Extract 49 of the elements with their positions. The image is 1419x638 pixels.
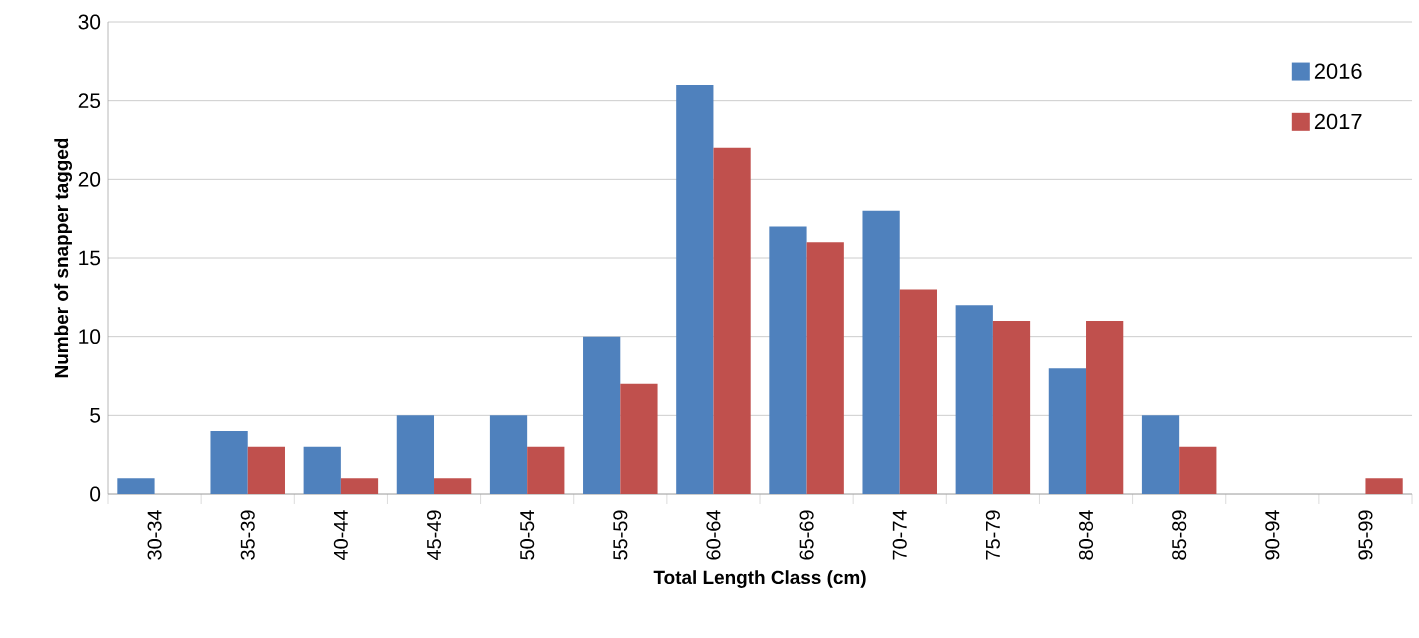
bar <box>396 415 435 494</box>
bar <box>210 431 248 494</box>
x-tick-label: 55-59 <box>613 510 628 560</box>
bar <box>1365 478 1403 494</box>
x-axis-title: Total Length Class (cm) <box>653 570 866 588</box>
legend-label: 2017 <box>1314 113 1362 130</box>
legend-label: 2016 <box>1314 63 1362 79</box>
x-tick-label: 50-54 <box>520 510 535 560</box>
x-tick-label: 45-49 <box>426 510 442 561</box>
bar <box>806 242 844 494</box>
y-tick-label: 25 <box>78 93 101 109</box>
y-tick-label: 20 <box>78 171 101 187</box>
bar <box>527 446 565 494</box>
y-tick-label: 0 <box>90 486 101 502</box>
bar <box>1179 446 1217 494</box>
x-tick-label: 30-34 <box>147 510 162 560</box>
x-tick-label: 35-39 <box>240 510 255 560</box>
bar <box>769 226 807 494</box>
bar <box>1086 320 1124 494</box>
x-tick-label: 85-89 <box>1172 510 1187 560</box>
bar <box>117 478 155 494</box>
bar <box>489 415 528 494</box>
bar <box>676 84 714 494</box>
x-tick-label: 80-84 <box>1078 510 1094 560</box>
x-tick-label: 75-79 <box>985 510 1000 560</box>
bar <box>992 320 1031 494</box>
bar <box>862 210 900 494</box>
bar <box>713 147 751 494</box>
y-tick-label: 5 <box>90 408 101 423</box>
bar <box>340 478 379 494</box>
bar <box>899 289 937 494</box>
bar <box>247 446 285 494</box>
bar <box>1048 368 1087 494</box>
bar <box>1141 415 1180 494</box>
bar <box>583 336 621 494</box>
bar <box>434 478 472 494</box>
x-tick-label: 70-74 <box>892 510 907 560</box>
bar <box>955 305 993 494</box>
y-tick-label: 30 <box>78 14 101 30</box>
y-tick-label: 15 <box>79 250 101 266</box>
x-tick-label: 95-99 <box>1358 510 1373 560</box>
y-axis-title: Number of snapper tagged <box>54 138 73 378</box>
bar <box>303 446 341 494</box>
x-tick-label: 40-44 <box>333 510 348 561</box>
y-tick-label: 10 <box>79 329 101 345</box>
x-tick-label: 65-69 <box>799 510 814 560</box>
x-tick-label: 60-64 <box>706 510 721 560</box>
bar <box>620 383 658 494</box>
x-tick-label: 90-94 <box>1265 510 1280 560</box>
